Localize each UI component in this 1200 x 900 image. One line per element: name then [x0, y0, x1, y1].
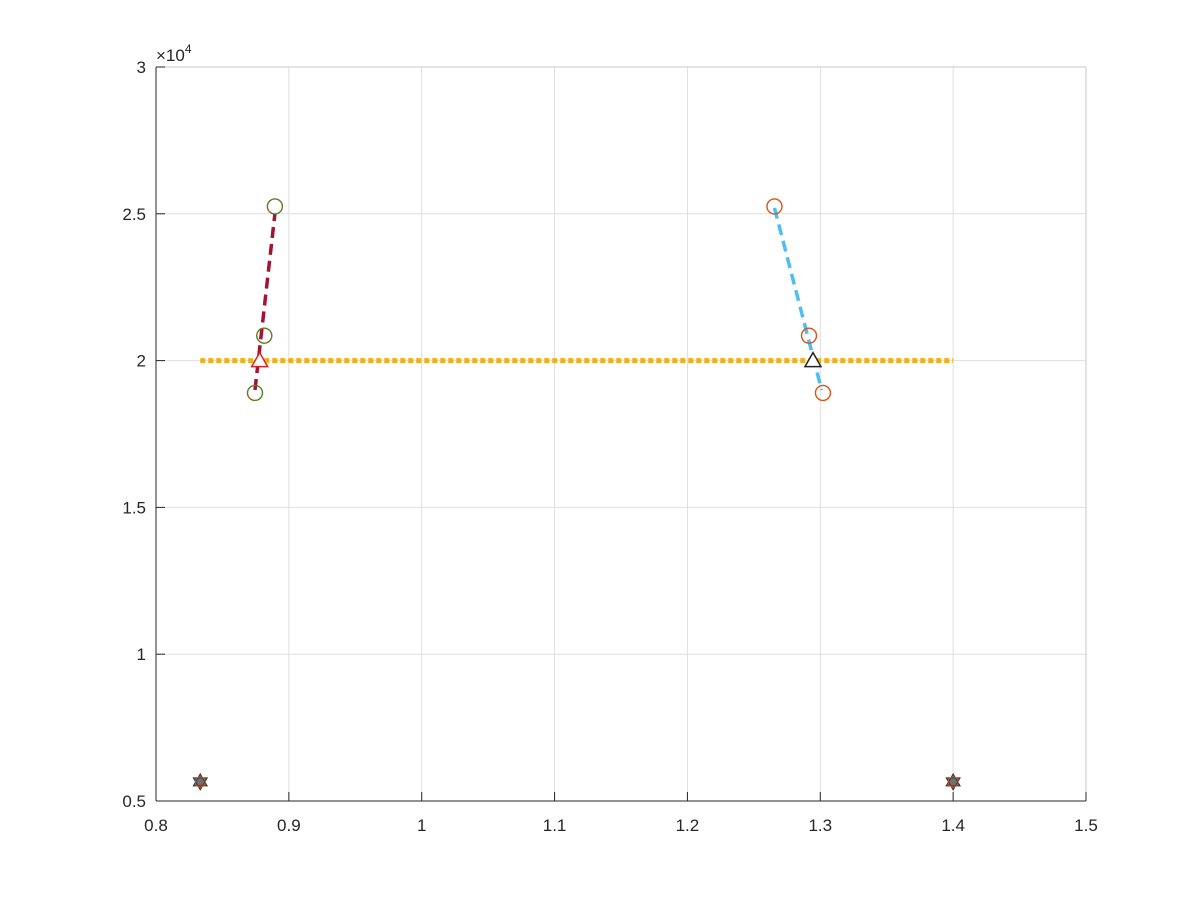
x-tick-label: 1	[417, 816, 426, 835]
y-tick-label: 0.5	[122, 792, 146, 811]
plot-area	[156, 67, 1086, 801]
right-circles-point	[766, 198, 783, 215]
x-tick-label: 1.4	[941, 816, 965, 835]
hexagram-ring	[194, 776, 206, 788]
hexagram-ring	[947, 776, 959, 788]
right-circles-point	[800, 327, 818, 344]
y-exponent-prefix: ×10	[156, 46, 185, 65]
left-circles-point-overlay	[266, 198, 283, 215]
x-tick-label: 0.9	[277, 816, 301, 835]
y-tick-label: 2.5	[122, 205, 146, 224]
axes	[155, 66, 1087, 802]
left-circles-point-overlay	[247, 384, 263, 401]
x-tick-label: 1.3	[808, 816, 832, 835]
x-tick-label: 1.2	[676, 816, 700, 835]
y-tick-label: 1	[137, 645, 146, 664]
x-tick-label: 1.5	[1074, 816, 1098, 835]
grid	[156, 67, 1086, 801]
y-exponent-power: 4	[185, 42, 192, 56]
x-tick-label: 0.8	[144, 816, 168, 835]
data-layer	[192, 198, 961, 791]
triangle-marker	[250, 351, 269, 368]
y-tick-label: 3	[137, 58, 146, 77]
right-circles-point	[814, 384, 832, 402]
y-exponent-label: ×104	[156, 42, 192, 65]
x-tick-label: 1.1	[543, 816, 567, 835]
left-dashed-line	[253, 213, 277, 391]
triangle-marker	[803, 351, 823, 368]
tick-labels: 0.8 0.9 1 1.1 1.2 1.3 1.4 1.5 0.5 1 1.5 2 2.5 3	[122, 58, 1097, 835]
left-circles-point-overlay	[256, 327, 273, 344]
y-tick-label: 1.5	[122, 498, 146, 517]
y-tick-label: 2	[137, 352, 146, 371]
